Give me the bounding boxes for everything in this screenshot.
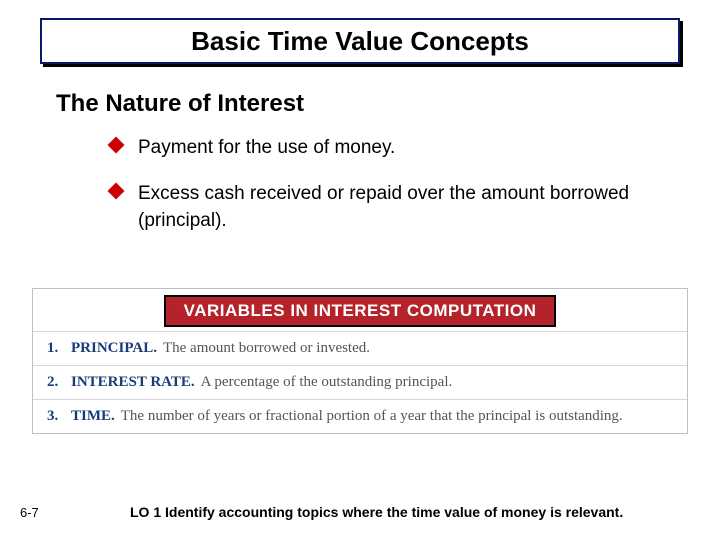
subtitle: The Nature of Interest	[56, 90, 304, 118]
info-term: TIME.	[71, 408, 115, 425]
info-item: 2. INTEREST RATE. A percentage of the ou…	[33, 365, 687, 399]
bullet-item: Excess cash received or repaid over the …	[110, 180, 670, 235]
bullet-text: Excess cash received or repaid over the …	[138, 180, 670, 235]
title-text: Basic Time Value Concepts	[191, 26, 529, 57]
info-desc: The number of years or fractional portio…	[121, 408, 623, 425]
info-item: 3. TIME. The number of years or fraction…	[33, 399, 687, 433]
page-number: 6-7	[20, 505, 39, 520]
diamond-icon	[108, 182, 125, 199]
bullet-list: Payment for the use of money. Excess cas…	[110, 134, 670, 253]
info-num: 1.	[47, 340, 63, 357]
info-header-wrap: VARIABLES IN INTEREST COMPUTATION	[33, 289, 687, 331]
info-desc: The amount borrowed or invested.	[163, 340, 370, 357]
info-term: INTEREST RATE.	[71, 374, 195, 391]
title-bar: Basic Time Value Concepts	[40, 18, 680, 64]
diamond-icon	[108, 137, 125, 154]
info-term: PRINCIPAL.	[71, 340, 157, 357]
info-item: 1. PRINCIPAL. The amount borrowed or inv…	[33, 331, 687, 365]
bullet-item: Payment for the use of money.	[110, 134, 670, 162]
info-num: 3.	[47, 408, 63, 425]
info-header: VARIABLES IN INTEREST COMPUTATION	[164, 295, 557, 327]
info-box: VARIABLES IN INTEREST COMPUTATION 1. PRI…	[32, 288, 688, 434]
bullet-text: Payment for the use of money.	[138, 134, 395, 162]
info-desc: A percentage of the outstanding principa…	[201, 374, 453, 391]
info-num: 2.	[47, 374, 63, 391]
learning-objective: LO 1 Identify accounting topics where th…	[130, 504, 623, 520]
